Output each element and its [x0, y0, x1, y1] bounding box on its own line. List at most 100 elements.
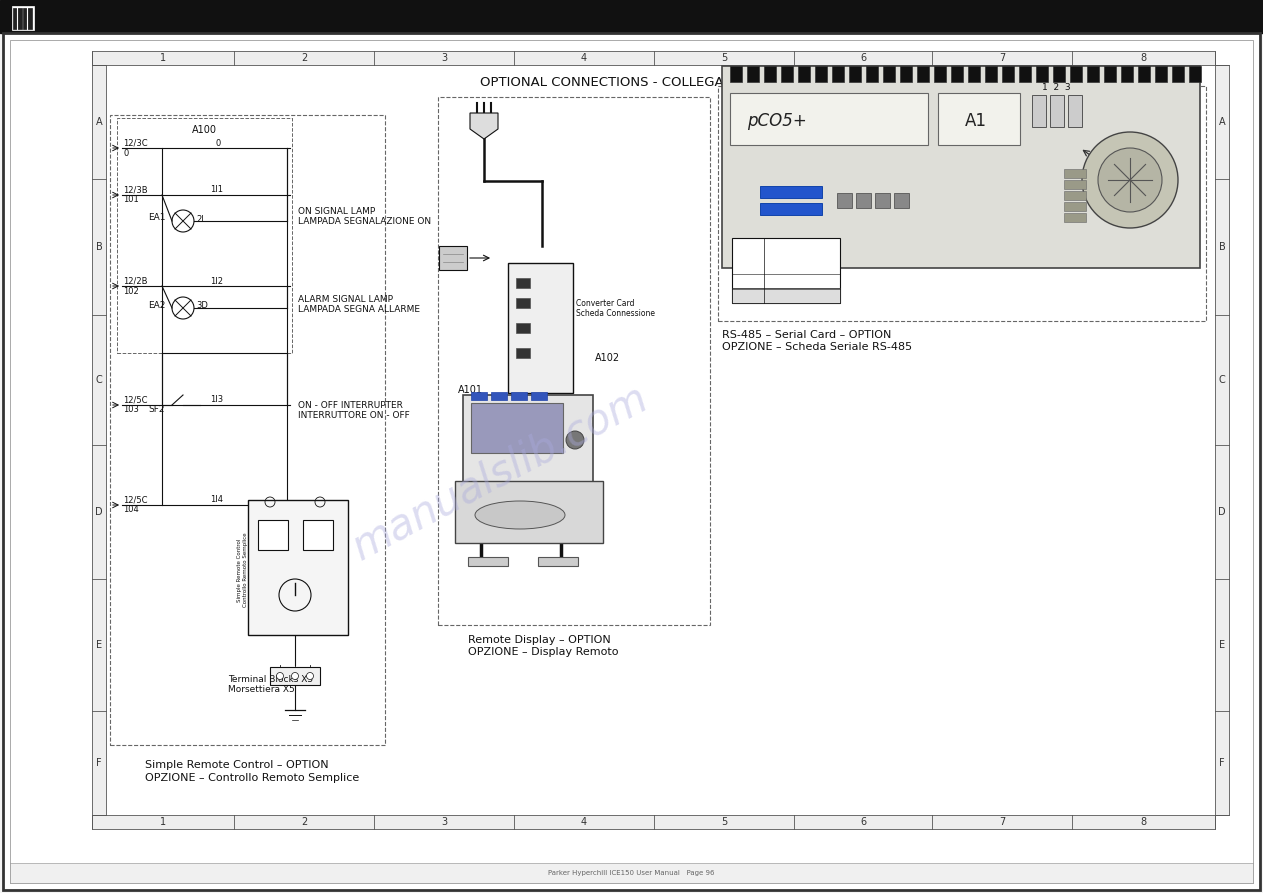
Bar	[1063, 202, 1086, 211]
Bar	[781, 66, 793, 82]
Text: 1I2: 1I2	[210, 277, 224, 286]
Text: RX-/TX-: RX-/TX-	[786, 293, 818, 302]
Bar	[92, 815, 1215, 829]
Text: 1: 1	[160, 53, 165, 63]
Bar	[717, 86, 1206, 321]
Bar	[23, 8, 32, 29]
Bar	[117, 118, 292, 353]
Text: F: F	[96, 758, 102, 768]
Text: Controllo Remoto Semplice: Controllo Remoto Semplice	[244, 533, 249, 607]
Bar	[837, 193, 853, 208]
Text: A: A	[96, 117, 102, 127]
Text: GND: GND	[792, 263, 812, 271]
Text: Remote Display – OPTION: Remote Display – OPTION	[469, 635, 611, 645]
Bar	[248, 500, 349, 635]
Text: OPTIONAL CONNECTIONS - COLLEGAMENTI OPZIONALI: OPTIONAL CONNECTIONS - COLLEGAMENTI OPZI…	[480, 77, 840, 89]
Text: 4: 4	[581, 53, 587, 63]
Text: RX+/TX+: RX+/TX+	[781, 278, 823, 287]
Text: Morsettiera X5: Morsettiera X5	[229, 685, 294, 694]
Bar	[722, 66, 1200, 268]
Text: ON - OFF INTERRUPTER: ON - OFF INTERRUPTER	[298, 400, 403, 410]
Bar	[935, 66, 946, 82]
Bar	[1215, 65, 1229, 815]
Bar	[1154, 66, 1167, 82]
Text: Parker Hyperchill ICE150 User Manual   Page 96: Parker Hyperchill ICE150 User Manual Pag…	[548, 870, 715, 876]
Text: 8: 8	[1140, 817, 1147, 827]
Bar	[746, 66, 759, 82]
Text: 1: 1	[745, 263, 751, 271]
Text: C: C	[1219, 375, 1225, 385]
Text: 7: 7	[999, 817, 1005, 827]
Bar	[471, 392, 488, 400]
Bar	[0, 0, 1263, 33]
Text: A1: A1	[965, 112, 986, 130]
Text: E: E	[1219, 640, 1225, 650]
Polygon shape	[470, 113, 498, 139]
Bar	[1063, 191, 1086, 200]
Text: 7: 7	[999, 53, 1005, 63]
Bar	[471, 403, 563, 453]
Bar	[1063, 213, 1086, 222]
Text: 2I: 2I	[196, 214, 203, 223]
Bar	[730, 66, 741, 82]
Text: 1  2  3: 1 2 3	[1042, 82, 1070, 91]
Bar	[1002, 66, 1014, 82]
Bar	[798, 66, 810, 82]
Text: E: E	[96, 640, 102, 650]
Text: ON SIGNAL LAMP: ON SIGNAL LAMP	[298, 207, 375, 216]
Bar	[875, 193, 890, 208]
Text: C: C	[96, 375, 102, 385]
Bar	[1172, 66, 1183, 82]
Text: Converter Card: Converter Card	[576, 298, 634, 307]
Bar	[1087, 66, 1099, 82]
Text: 12/3C: 12/3C	[123, 138, 148, 147]
Bar	[517, 278, 530, 288]
Text: 102: 102	[123, 287, 139, 296]
Text: pCO5+: pCO5+	[748, 112, 807, 130]
Text: 12/2B: 12/2B	[123, 277, 148, 286]
Text: Simple Remote Control – OPTION: Simple Remote Control – OPTION	[145, 760, 328, 770]
Bar	[303, 520, 333, 550]
Bar	[469, 557, 508, 566]
Circle shape	[1082, 132, 1178, 228]
Bar	[512, 392, 527, 400]
Bar	[764, 66, 775, 82]
Text: LAMPADA SEGNA ALLARME: LAMPADA SEGNA ALLARME	[298, 305, 421, 313]
Text: 1I3: 1I3	[210, 396, 224, 405]
Text: 103: 103	[123, 405, 139, 414]
Bar	[832, 66, 844, 82]
Text: Terminal Blocks X5: Terminal Blocks X5	[229, 675, 313, 685]
Bar	[849, 66, 861, 82]
Bar	[1032, 95, 1046, 127]
Bar	[894, 193, 909, 208]
Circle shape	[292, 672, 298, 680]
Bar	[1050, 95, 1063, 127]
Text: OPZIONE – Scheda Seriale RS-485: OPZIONE – Scheda Seriale RS-485	[722, 342, 912, 352]
Bar	[733, 238, 840, 303]
Bar	[815, 66, 827, 82]
Bar	[1068, 95, 1082, 127]
Text: 104: 104	[123, 505, 139, 514]
Bar	[517, 323, 530, 333]
Bar	[856, 193, 871, 208]
Bar	[270, 667, 320, 685]
Bar	[1063, 169, 1086, 178]
Text: 0: 0	[215, 138, 220, 147]
Bar	[464, 395, 594, 483]
Bar	[1036, 66, 1048, 82]
Text: 5: 5	[721, 817, 727, 827]
Text: 2: 2	[301, 817, 307, 827]
Text: 5: 5	[721, 53, 727, 63]
Bar	[530, 392, 547, 400]
Text: Scheda Connessione: Scheda Connessione	[576, 308, 655, 318]
Circle shape	[277, 672, 283, 680]
Text: 3: 3	[441, 53, 447, 63]
Text: A102: A102	[595, 353, 620, 363]
Bar	[883, 66, 895, 82]
Circle shape	[307, 672, 313, 680]
Bar	[730, 93, 928, 145]
Bar	[92, 51, 1215, 65]
Bar	[1138, 66, 1151, 82]
Bar	[13, 6, 34, 30]
Bar	[523, 428, 553, 441]
